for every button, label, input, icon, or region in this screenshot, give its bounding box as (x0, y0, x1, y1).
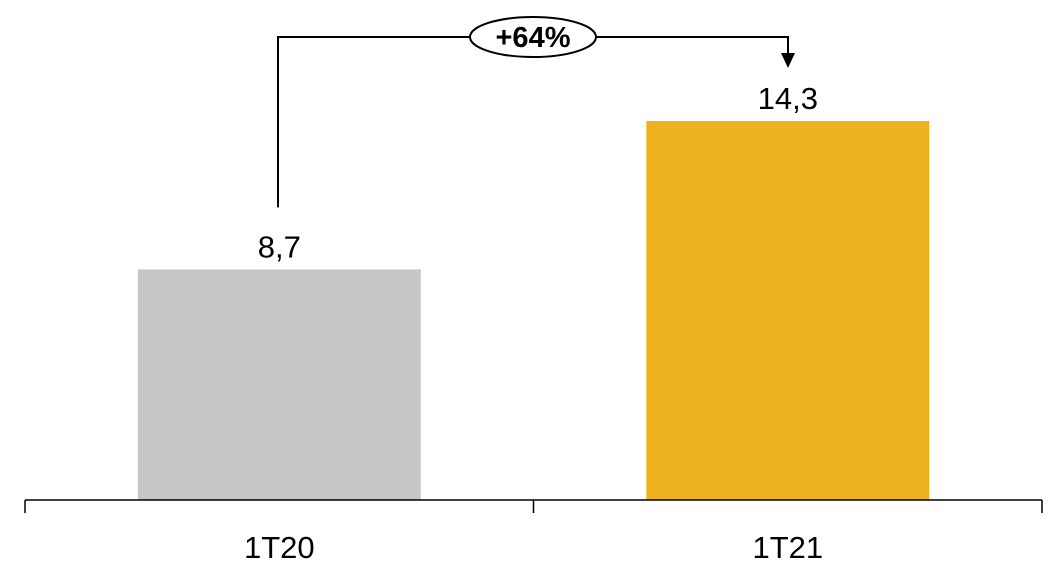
category-label-1T20: 1T20 (244, 530, 315, 564)
bar-1T20 (137, 269, 421, 500)
growth-bracket-left (277, 36, 470, 208)
growth-bracket-right (596, 36, 789, 54)
data-label-1T20: 8,7 (258, 229, 301, 264)
category-label-1T21: 1T21 (752, 530, 823, 564)
growth-badge-text: +64% (496, 22, 571, 54)
bar-1T21 (646, 121, 930, 500)
data-label-1T21: 14,3 (758, 81, 818, 116)
growth-arrow-head (781, 53, 795, 68)
growth-badge (469, 16, 597, 58)
